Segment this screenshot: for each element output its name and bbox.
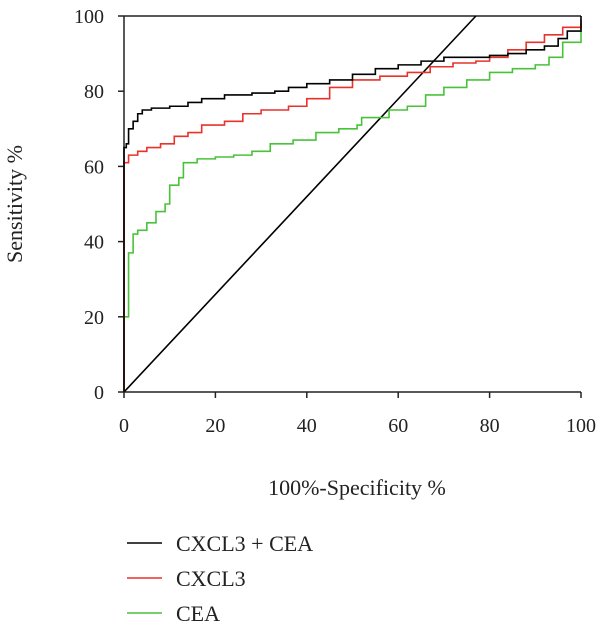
y-tick-label: 80 [84, 81, 104, 103]
series-layer [123, 16, 582, 392]
legend-label: CXCL3 [176, 566, 246, 591]
series-line-cea [123, 23, 582, 392]
y-axis-title: Sensitivity % [2, 145, 27, 263]
x-tick-label: 60 [388, 415, 408, 437]
series-line-cxcl3-cea [123, 16, 582, 392]
y-tick-label: 60 [84, 156, 104, 178]
y-tick-label: 0 [94, 382, 104, 404]
x-axis-ticks: 0 20 40 60 80 100 [119, 392, 596, 437]
y-tick-label: 20 [84, 307, 104, 329]
y-tick-label: 100 [74, 6, 104, 28]
x-axis-title: 100%-Specificity % [268, 475, 446, 500]
plot-area: 0 20 40 60 80 100 0 20 40 60 80 100 [74, 6, 596, 437]
legend-label: CEA [176, 601, 220, 626]
x-tick-label: 0 [119, 415, 129, 437]
y-axis-ticks: 0 20 40 60 80 100 [74, 6, 124, 404]
x-tick-label: 80 [480, 415, 500, 437]
x-tick-label: 40 [297, 415, 317, 437]
x-tick-label: 100 [566, 415, 596, 437]
y-tick-label: 40 [84, 232, 104, 254]
reference-diagonal-line [123, 15, 477, 393]
legend: CXCL3 + CEA CXCL3 CEA [127, 531, 313, 626]
legend-label: CXCL3 + CEA [176, 531, 313, 556]
x-tick-label: 20 [205, 415, 225, 437]
